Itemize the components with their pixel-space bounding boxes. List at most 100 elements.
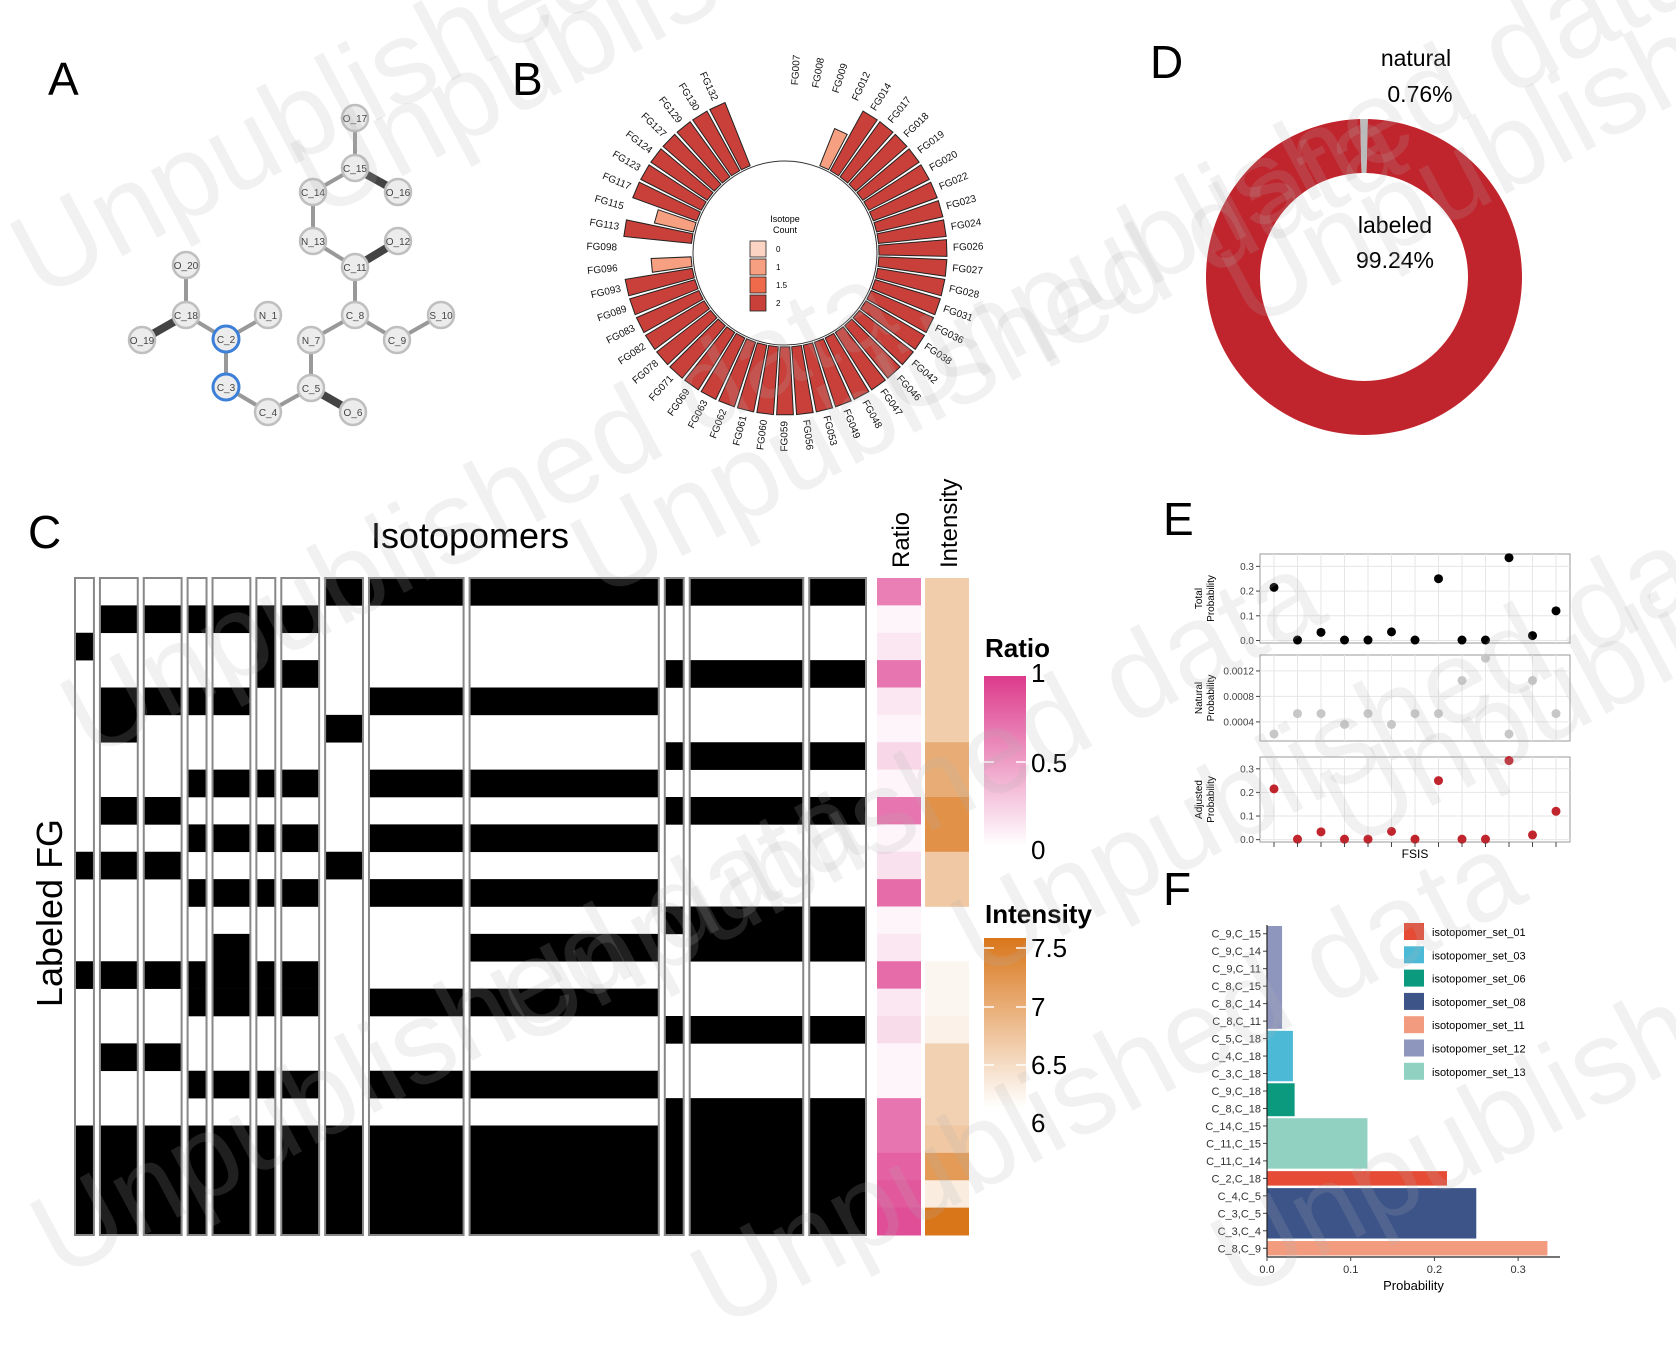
atom-node	[211, 372, 241, 402]
radial-bar	[829, 110, 879, 177]
y-tick-label: 0.1	[1240, 611, 1254, 622]
atom-label: O_16	[386, 188, 411, 199]
intensity-legend-tick-label: 7.5	[1031, 933, 1067, 963]
radial-bar	[718, 338, 757, 408]
legend-label: 1.5	[776, 281, 788, 290]
fg-tick-label: FG024	[950, 217, 982, 233]
facet-ylabel-line2: Probability	[1206, 675, 1217, 722]
y-tick-label: 0.2	[1240, 587, 1254, 598]
intensity-legend-tick-label: 7	[1031, 992, 1045, 1022]
ratio-legend-title: Ratio	[985, 633, 1050, 663]
radial-bar	[653, 209, 697, 233]
data-point	[1481, 653, 1490, 663]
radial-bar	[866, 289, 935, 334]
legend-swatch	[749, 240, 767, 258]
heat-cell	[143, 961, 182, 989]
intensity-legend-bar	[984, 938, 1026, 1108]
heat-cell	[99, 797, 138, 825]
data-point	[1363, 834, 1373, 844]
fg-tick-label: FG023	[945, 193, 978, 212]
fg-tick-label: FG117	[601, 171, 633, 193]
ratio-cell	[877, 1180, 921, 1209]
heat-cell	[212, 1125, 251, 1236]
x-axis-label: Probability	[1383, 1278, 1444, 1293]
heat-column-frame	[280, 577, 321, 1236]
heat-cell	[469, 1070, 659, 1099]
intensity-cell	[925, 578, 969, 606]
radial-bar	[843, 318, 901, 379]
category-label: C_8,C_14	[1211, 999, 1261, 1011]
heat-cell	[469, 988, 659, 1017]
ratio-cell	[877, 1152, 921, 1181]
heat-column-frame	[688, 577, 805, 1236]
radial-bar	[776, 346, 794, 416]
data-point	[1504, 553, 1514, 563]
heat-cell	[256, 605, 276, 634]
category-label: C_14,C_15	[1205, 1121, 1261, 1133]
heat-cell	[99, 961, 138, 989]
intensity-column-label: Intensity	[936, 479, 963, 568]
radial-bar	[640, 164, 707, 211]
radial-bar	[877, 256, 948, 277]
heat-cell	[809, 1016, 866, 1044]
radial-bar	[802, 342, 834, 413]
category-label: C_2,C_18	[1211, 1173, 1261, 1185]
heat-cell	[368, 578, 464, 606]
intensity-cell	[925, 824, 969, 853]
legend-swatch	[749, 258, 767, 276]
panel-c-heatmap: Isotopomers Labeled FG Ratio Intensity Ratio…	[29, 479, 1092, 1236]
data-point	[1340, 635, 1349, 645]
labeled-pct-label: 99.24%	[1356, 247, 1434, 273]
atom-label: C_15	[343, 164, 367, 175]
heat-cell	[368, 687, 464, 716]
radial-bar	[871, 279, 942, 316]
heat-cell	[212, 769, 251, 798]
fg-tick-label: FG009	[831, 62, 851, 95]
probability-bar	[1267, 926, 1283, 1029]
heat-cell	[689, 906, 804, 935]
heat-cell	[212, 824, 251, 853]
ratio-legend-tick-label: 0.5	[1031, 748, 1067, 778]
heat-cell	[75, 961, 94, 989]
atom-node	[171, 300, 201, 330]
radial-bar	[632, 181, 702, 222]
intensity-cell	[925, 879, 969, 907]
heat-cell	[281, 824, 320, 853]
ratio-cell	[877, 714, 921, 743]
heat-cell	[143, 1043, 182, 1072]
radial-bar	[848, 133, 908, 192]
radial-bar	[834, 326, 887, 391]
ratio-cell	[877, 605, 921, 634]
heat-column-frame	[211, 577, 252, 1236]
heat-column-frame	[255, 577, 277, 1236]
fg-tick-label: FG008	[811, 56, 828, 89]
fg-tick-label: FG018	[902, 111, 932, 140]
intensity-cell	[925, 1180, 969, 1209]
radial-bar	[859, 300, 926, 351]
heat-cell	[809, 1125, 866, 1236]
atom-node	[383, 177, 413, 207]
ratio-legend-tick-label: 1	[1031, 658, 1045, 688]
heat-cell	[664, 1125, 684, 1236]
legend-swatch	[1404, 992, 1424, 1010]
radial-bar	[709, 101, 751, 171]
heat-cell	[281, 1125, 320, 1236]
heat-cell	[281, 660, 320, 688]
heat-cell	[368, 879, 464, 907]
heat-cell	[212, 961, 251, 989]
heat-cell	[281, 988, 320, 1017]
data-point	[1293, 635, 1302, 645]
radial-bar	[669, 318, 727, 379]
heat-cell	[368, 1070, 464, 1099]
radial-bar	[683, 326, 736, 391]
heat-cell	[187, 879, 207, 907]
heat-cell	[256, 1070, 276, 1099]
heat-cell	[325, 851, 363, 880]
heat-cell	[368, 769, 464, 798]
radial-bar	[650, 256, 693, 273]
atom-label: C_18	[174, 311, 198, 322]
heat-cell	[689, 578, 804, 606]
atom-label: C_5	[302, 384, 321, 395]
data-point	[1293, 709, 1302, 719]
heat-cell	[809, 797, 866, 825]
